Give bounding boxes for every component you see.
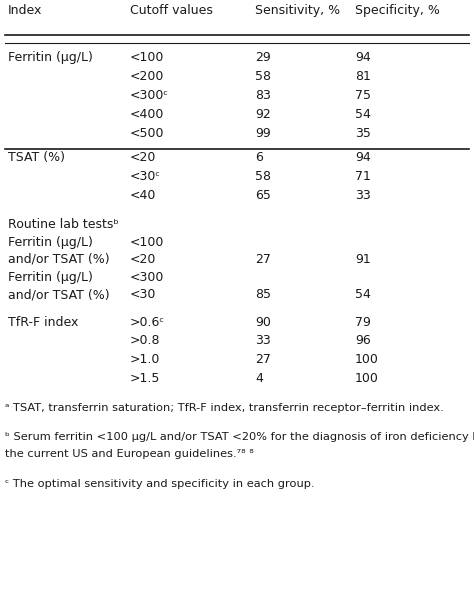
Text: Routine lab testsᵇ: Routine lab testsᵇ [8, 218, 119, 231]
Text: <400: <400 [130, 108, 164, 121]
Text: Cutoff values: Cutoff values [130, 4, 213, 17]
Text: 94: 94 [355, 51, 371, 64]
Text: Index: Index [8, 4, 42, 17]
Text: <300: <300 [130, 271, 164, 284]
Text: <300ᶜ: <300ᶜ [130, 89, 169, 102]
Text: Specificity, %: Specificity, % [355, 4, 440, 17]
Text: 85: 85 [255, 288, 271, 301]
Text: 75: 75 [355, 89, 371, 102]
Text: 54: 54 [355, 108, 371, 121]
Text: 29: 29 [255, 51, 271, 64]
Text: 94: 94 [355, 151, 371, 164]
Text: >1.5: >1.5 [130, 372, 160, 385]
Text: 54: 54 [355, 288, 371, 301]
Text: <30ᶜ: <30ᶜ [130, 170, 161, 183]
Text: ᶜ The optimal sensitivity and specificity in each group.: ᶜ The optimal sensitivity and specificit… [5, 479, 315, 489]
Text: 4: 4 [255, 372, 263, 385]
Text: >1.0: >1.0 [130, 353, 160, 366]
Text: <100: <100 [130, 51, 164, 64]
Text: 58: 58 [255, 170, 271, 183]
Text: 96: 96 [355, 334, 371, 347]
Text: Sensitivity, %: Sensitivity, % [255, 4, 340, 17]
Text: <20: <20 [130, 151, 156, 164]
Text: Ferritin (μg/L): Ferritin (μg/L) [8, 271, 93, 284]
Text: 58: 58 [255, 70, 271, 83]
Text: Ferritin (μg/L): Ferritin (μg/L) [8, 236, 93, 249]
Text: 91: 91 [355, 253, 371, 266]
Text: 71: 71 [355, 170, 371, 183]
Text: ᵇ Serum ferritin <100 μg/L and/or TSAT <20% for the diagnosis of iron deficiency: ᵇ Serum ferritin <100 μg/L and/or TSAT <… [5, 432, 474, 442]
Text: <500: <500 [130, 127, 164, 140]
Text: 100: 100 [355, 372, 379, 385]
Text: <100: <100 [130, 236, 164, 249]
Text: 83: 83 [255, 89, 271, 102]
Text: <20: <20 [130, 253, 156, 266]
Text: 92: 92 [255, 108, 271, 121]
Text: >0.8: >0.8 [130, 334, 161, 347]
Text: <40: <40 [130, 189, 156, 202]
Text: <200: <200 [130, 70, 164, 83]
Text: 79: 79 [355, 316, 371, 329]
Text: <30: <30 [130, 288, 156, 301]
Text: and/or TSAT (%): and/or TSAT (%) [8, 253, 109, 266]
Text: 27: 27 [255, 253, 271, 266]
Text: 35: 35 [355, 127, 371, 140]
Text: 90: 90 [255, 316, 271, 329]
Text: 65: 65 [255, 189, 271, 202]
Text: >0.6ᶜ: >0.6ᶜ [130, 316, 165, 329]
Text: 6: 6 [255, 151, 263, 164]
Text: and/or TSAT (%): and/or TSAT (%) [8, 288, 109, 301]
Text: 99: 99 [255, 127, 271, 140]
Text: 33: 33 [355, 189, 371, 202]
Text: TSAT (%): TSAT (%) [8, 151, 65, 164]
Text: 33: 33 [255, 334, 271, 347]
Text: 100: 100 [355, 353, 379, 366]
Text: TfR-F index: TfR-F index [8, 316, 78, 329]
Text: Ferritin (μg/L): Ferritin (μg/L) [8, 51, 93, 64]
Text: the current US and European guidelines.⁷⁸ ⁸: the current US and European guidelines.⁷… [5, 449, 254, 459]
Text: 81: 81 [355, 70, 371, 83]
Text: 27: 27 [255, 353, 271, 366]
Text: ᵃ TSAT, transferrin saturation; TfR-F index, transferrin receptor–ferritin index: ᵃ TSAT, transferrin saturation; TfR-F in… [5, 403, 444, 413]
